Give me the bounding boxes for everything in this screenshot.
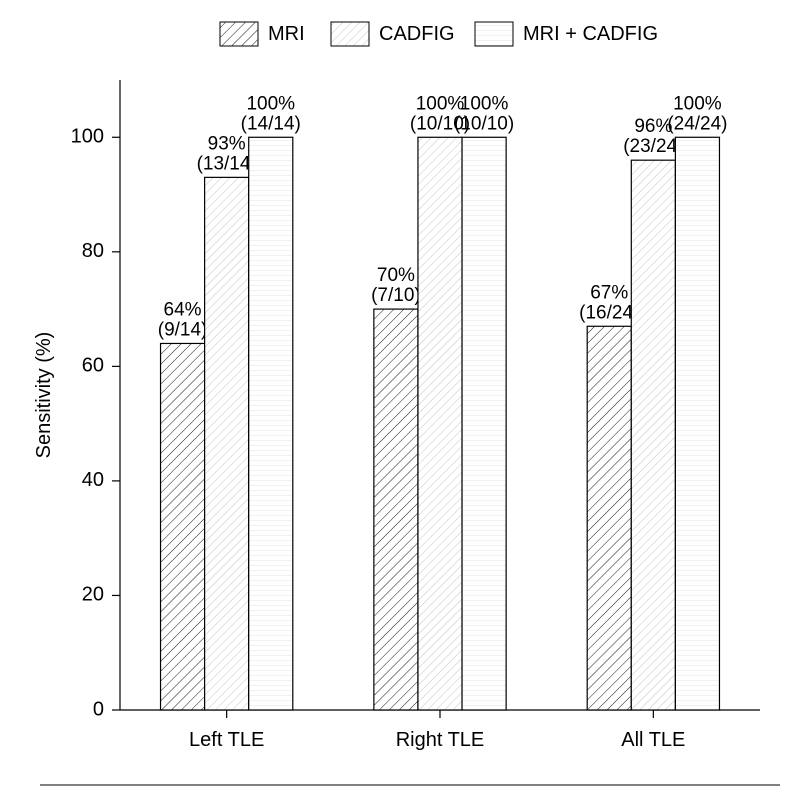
legend-swatch bbox=[475, 22, 513, 46]
bar-value-pct: 100% bbox=[673, 93, 722, 114]
bar-value-frac: (24/24) bbox=[667, 113, 727, 134]
x-tick-label: Right TLE bbox=[396, 729, 485, 751]
bar bbox=[462, 137, 506, 710]
bar-value-frac: (9/14) bbox=[158, 319, 208, 340]
sensitivity-bar-chart: 0 20 40 60 80 100 Sensitivity (%) Left TLE 64%(9… bbox=[0, 0, 800, 799]
bar-value-pct: 100% bbox=[246, 93, 295, 114]
x-tick-label: Left TLE bbox=[189, 729, 264, 751]
bar-value-frac: (10/10) bbox=[454, 113, 514, 134]
legend-label: MRI bbox=[268, 23, 305, 45]
bar-value-pct: 93% bbox=[208, 133, 246, 154]
bar bbox=[205, 177, 249, 710]
bar-value-frac: (23/24) bbox=[623, 136, 683, 157]
legend-label: CADFIG bbox=[379, 23, 455, 45]
bar-value-pct: 100% bbox=[460, 93, 509, 114]
legend-swatch bbox=[331, 22, 369, 46]
bar-value-frac: (16/24) bbox=[579, 302, 639, 323]
bar-value-frac: (13/14) bbox=[197, 153, 257, 174]
bar bbox=[675, 137, 719, 710]
legend-label: MRI + CADFIG bbox=[523, 23, 658, 45]
bar-value-pct: 100% bbox=[416, 93, 465, 114]
y-axis-label: Sensitivity (%) bbox=[33, 332, 55, 459]
y-tick-label: 40 bbox=[82, 469, 104, 491]
bar bbox=[631, 160, 675, 710]
y-tick-label: 80 bbox=[82, 240, 104, 262]
y-tick-label: 20 bbox=[82, 584, 104, 606]
bar bbox=[161, 343, 205, 710]
bar bbox=[249, 137, 293, 710]
bar-value-frac: (14/14) bbox=[241, 113, 301, 134]
y-tick-label: 60 bbox=[82, 355, 104, 377]
bar-value-frac: (7/10) bbox=[371, 285, 421, 306]
chart-svg: 0 20 40 60 80 100 Sensitivity (%) Left TLE 64%(9… bbox=[0, 0, 800, 799]
bar bbox=[587, 326, 631, 710]
legend-swatch bbox=[220, 22, 258, 46]
bar-value-pct: 70% bbox=[377, 265, 415, 286]
bar-value-pct: 64% bbox=[164, 299, 202, 320]
x-tick-label: All TLE bbox=[621, 729, 685, 751]
bar bbox=[418, 137, 462, 710]
bar-value-pct: 67% bbox=[590, 282, 628, 303]
bar bbox=[374, 309, 418, 710]
y-tick-label: 0 bbox=[93, 698, 104, 720]
y-tick-label: 100 bbox=[71, 126, 104, 148]
